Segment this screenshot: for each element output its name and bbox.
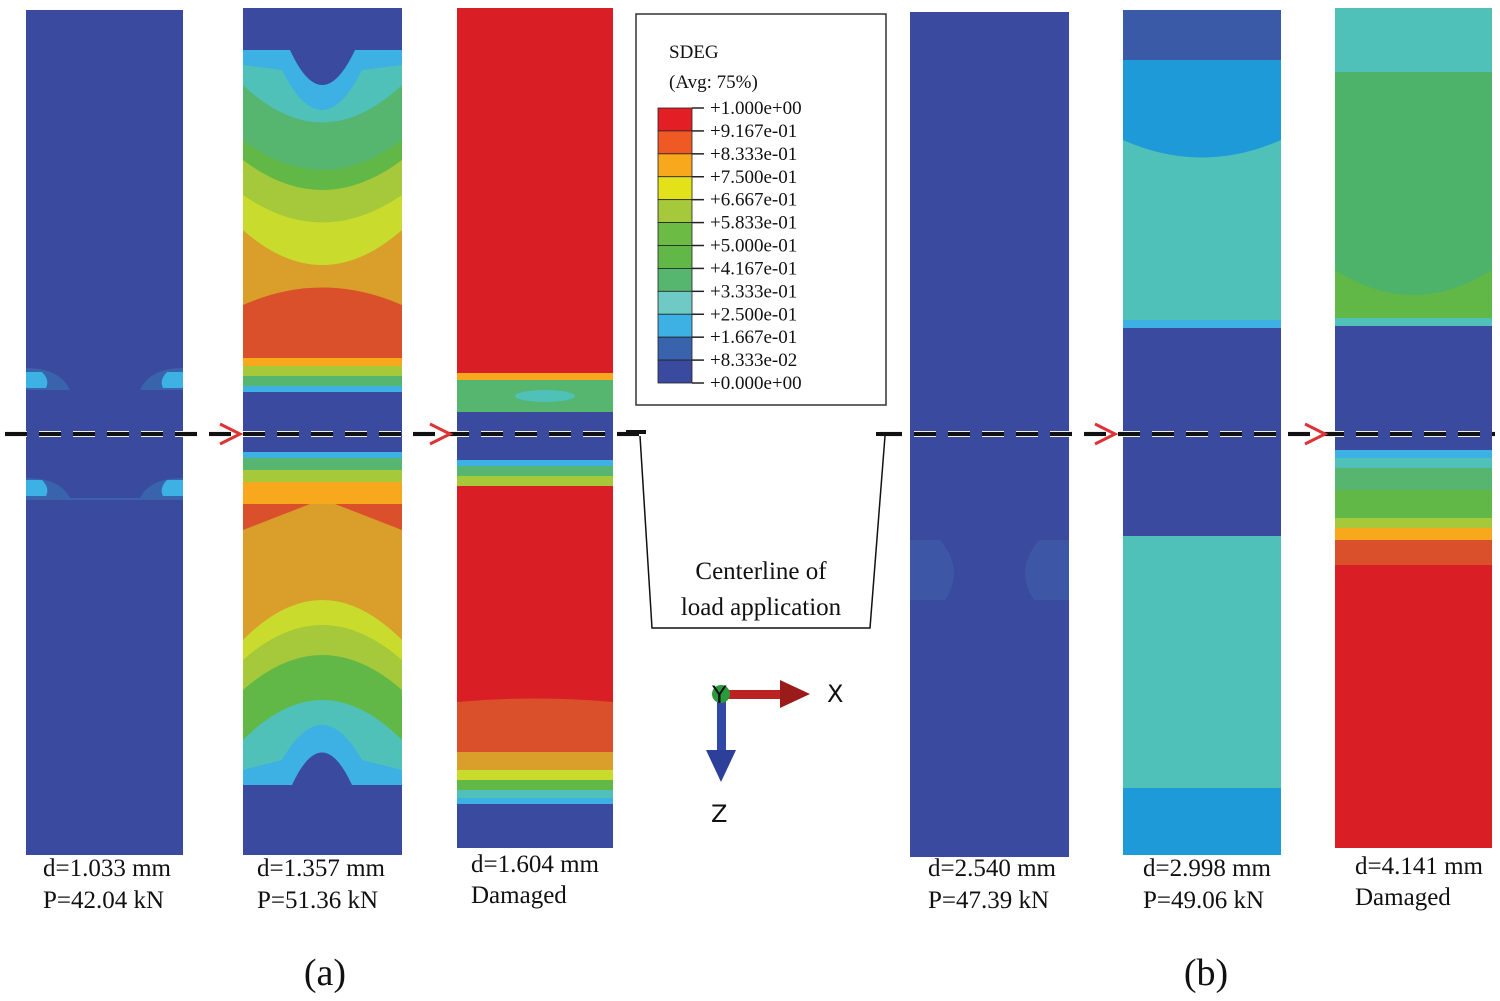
colorbar-tick-label: +1.667e-01	[710, 327, 797, 348]
panel-2-displacement: d=1.357 mm	[257, 855, 386, 882]
colorbar-swatch	[657, 268, 693, 292]
axis-z-label: Z	[711, 800, 727, 828]
colorbar-tick-label: +7.500e-01	[710, 167, 797, 188]
colorbar-tick-label: +1.000e+00	[710, 98, 802, 119]
colorbar-tick-label: +8.333e-01	[710, 144, 797, 165]
panel-1-displacement: d=1.033 mm	[43, 855, 172, 882]
arrow-icons	[219, 422, 1329, 446]
colorbar-swatch	[657, 336, 693, 361]
colorbar: +1.000e+00+9.167e-01+8.333e-01+7.500e-01…	[657, 98, 802, 394]
colorbar-tick-label: +9.167e-01	[710, 121, 797, 142]
colorbar-swatch	[657, 130, 693, 155]
colorbar-tick-label: +5.833e-01	[710, 213, 797, 234]
colorbar-tick-label: +4.167e-01	[710, 258, 797, 279]
callout-line1: Centerline of	[695, 558, 827, 585]
panel-5-load: P=49.06 kN	[1143, 887, 1264, 914]
axis-x-label: X	[827, 680, 843, 708]
colorbar-tick-label: +0.000e+00	[710, 373, 802, 394]
callout-line2: load application	[681, 594, 842, 621]
panel-4-load: P=47.39 kN	[928, 887, 1049, 914]
colorbar-swatch	[657, 176, 693, 201]
colorbar-tick-label: +6.667e-01	[710, 190, 797, 211]
colorbar-swatch	[657, 222, 693, 246]
axis-y-label: Y	[711, 681, 727, 709]
colorbar-swatch	[657, 359, 693, 384]
colorbar-swatch	[657, 199, 693, 223]
legend: SDEG (Avg: 75%) +1.000e+00+9.167e-01+8.3…	[635, 13, 887, 406]
colorbar-tick-label: +2.500e-01	[710, 304, 797, 325]
caption-b: (b)	[1184, 952, 1228, 994]
load-centerline	[5, 422, 1495, 446]
axis-triad: Y X Z	[706, 680, 843, 828]
panel-6-status: Damaged	[1355, 884, 1451, 911]
panel-labels: d=1.033 mm P=42.04 kN d=1.357 mm P=51.36…	[43, 851, 1484, 994]
colorbar-swatch	[657, 153, 693, 178]
centerline-callout: Centerline of load application	[626, 430, 892, 629]
panel-3-status: Damaged	[471, 882, 567, 909]
colorbar-swatch	[657, 313, 693, 338]
contour-panel-3	[457, 8, 613, 848]
panel-3-displacement: d=1.604 mm	[471, 851, 600, 878]
colorbar-tick-label: +5.000e-01	[710, 236, 797, 257]
panel-6-displacement: d=4.141 mm	[1355, 853, 1484, 880]
legend-title: SDEG	[669, 42, 719, 63]
panel-1-load: P=42.04 kN	[43, 887, 164, 914]
colorbar-swatch	[657, 245, 693, 269]
panel-4-displacement: d=2.540 mm	[928, 855, 1057, 882]
colorbar-tick-label: +3.333e-01	[710, 281, 797, 302]
panel-5-displacement: d=2.998 mm	[1143, 855, 1272, 882]
contour-panel-6	[1335, 8, 1492, 848]
panel-2-load: P=51.36 kN	[257, 887, 378, 914]
colorbar-tick-label: +8.333e-02	[710, 350, 797, 371]
caption-a: (a)	[304, 952, 346, 994]
colorbar-swatch	[657, 290, 693, 315]
legend-subtitle: (Avg: 75%)	[669, 72, 758, 93]
colorbar-swatch	[657, 107, 693, 132]
